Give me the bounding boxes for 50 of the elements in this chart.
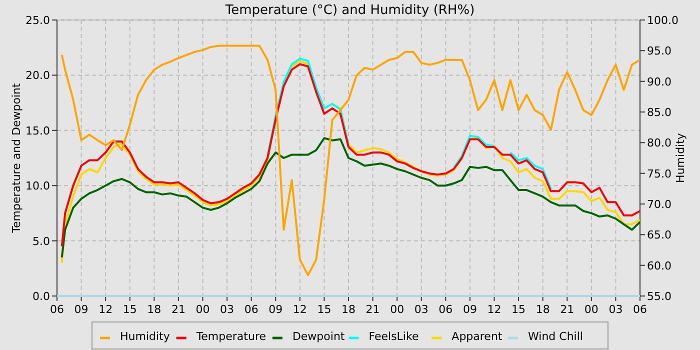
x-tick-label: 12 <box>98 303 113 316</box>
x-tick-label: 00 <box>390 303 404 316</box>
x-tick-label: 18 <box>147 303 162 316</box>
x-tick-label: 06 <box>438 303 453 316</box>
x-tick-label: 03 <box>414 303 428 316</box>
y-tick-label: 0.0 <box>32 290 50 303</box>
x-tick-label: 06 <box>633 303 647 316</box>
legend-label: FeelsLike <box>368 330 419 343</box>
x-tick-label: 21 <box>171 303 186 316</box>
x-tick-label: 06 <box>244 303 258 316</box>
y2-tick-label: 95.0 <box>647 44 672 58</box>
x-tick-label: 03 <box>220 303 234 316</box>
y-tick-label: 5.0 <box>32 234 50 248</box>
x-tick-label: 12 <box>487 303 502 316</box>
y2-tick-label: 80.0 <box>647 136 672 150</box>
legend-label: Dewpoint <box>292 330 346 343</box>
legend-label: Humidity <box>120 330 170 343</box>
y2-tick-label: 85.0 <box>647 106 672 119</box>
x-tick-label: 15 <box>512 303 526 316</box>
y2-tick-label: 100.0 <box>647 14 678 27</box>
x-tick-label: 09 <box>462 303 477 316</box>
x-tick-label: 06 <box>50 303 64 316</box>
y-tick-label: 15.0 <box>26 124 50 138</box>
y-tick-label: 10.0 <box>26 180 50 193</box>
x-tick-label: 15 <box>122 303 137 316</box>
y2-tick-label: 70.0 <box>647 198 672 211</box>
x-tick-label: 21 <box>560 303 574 316</box>
y2-tick-label: 65.0 <box>647 228 672 242</box>
x-tick-label: 09 <box>268 303 283 316</box>
y-tick-label: 20.0 <box>26 69 50 82</box>
y2-tick-label: 90.0 <box>647 75 672 88</box>
y-tick-label: 25.0 <box>26 14 50 27</box>
x-tick-label: 18 <box>342 303 356 316</box>
y2-tick-label: 55.0 <box>647 290 672 303</box>
x-tick-label: 18 <box>536 303 550 316</box>
y2-axis-title: Humidity <box>674 132 687 183</box>
y-axis-title: Temperature and Dewpoint <box>10 82 23 234</box>
y2-tick-label: 60.0 <box>647 259 672 272</box>
x-tick-label: 00 <box>196 303 210 316</box>
legend-label: Temperature <box>195 330 266 343</box>
x-tick-label: 21 <box>366 303 380 316</box>
y2-tick-label: 75.0 <box>647 167 672 180</box>
x-tick-label: 12 <box>292 303 307 316</box>
legend-label: Wind Chill <box>528 330 583 343</box>
x-tick-label: 15 <box>317 303 332 316</box>
legend-label: Apparent <box>452 330 503 343</box>
chart-title: Temperature (°C) and Humidity (RH%) <box>224 3 475 18</box>
x-tick-label: 00 <box>584 303 598 316</box>
x-tick-label: 03 <box>608 303 623 316</box>
x-tick-label: 09 <box>74 303 88 316</box>
